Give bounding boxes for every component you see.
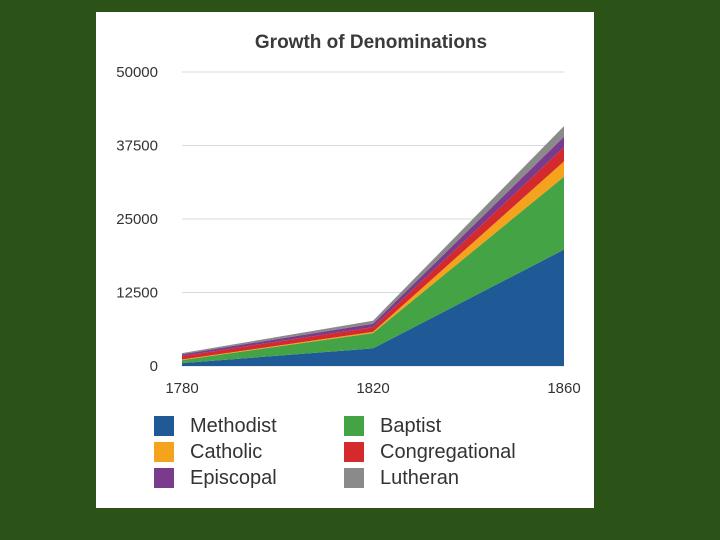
y-axis-ticks: 50000 37500 25000 12500 0 (116, 64, 158, 375)
legend-swatch (344, 468, 364, 488)
legend-label: Baptist (380, 414, 442, 437)
y-tick-label: 37500 (116, 138, 158, 155)
chart-card: Growth of Denominations 50000 37500 25000 1… (96, 12, 594, 508)
y-tick-label: 0 (150, 358, 158, 375)
chart-title: Growth of Denominations (255, 32, 487, 53)
x-tick-label: 1860 (547, 380, 580, 397)
legend-item-baptist: Baptist (344, 414, 544, 438)
legend-label: Lutheran (380, 466, 459, 489)
legend-item-lutheran: Lutheran (344, 466, 544, 490)
area-layer (182, 126, 564, 366)
legend-item-episcopal: Episcopal (154, 466, 344, 490)
legend-swatch (154, 468, 174, 488)
legend-label: Catholic (190, 440, 263, 463)
legend-item-catholic: Catholic (154, 440, 344, 464)
y-tick-label: 25000 (116, 211, 158, 228)
area-series-methodist (182, 249, 564, 366)
stacked-area-chart: Growth of Denominations 50000 37500 25000 1… (116, 32, 580, 397)
y-tick-label: 50000 (116, 64, 158, 81)
legend: Methodist Baptist Catholic Congregational Ep… (154, 414, 574, 490)
legend-label: Methodist (190, 414, 277, 437)
legend-item-congregational: Congregational (344, 440, 544, 464)
y-tick-label: 12500 (116, 285, 158, 302)
legend-item-methodist: Methodist (154, 414, 344, 438)
legend-label: Episcopal (190, 466, 277, 489)
legend-swatch (344, 416, 364, 436)
legend-swatch (154, 416, 174, 436)
x-tick-label: 1820 (356, 380, 389, 397)
legend-swatch (344, 442, 364, 462)
x-tick-label: 1780 (165, 380, 198, 397)
x-axis-ticks: 1780 1820 1860 (165, 380, 580, 397)
legend-swatch (154, 442, 174, 462)
area-series-baptist (182, 176, 564, 364)
legend-label: Congregational (380, 440, 516, 463)
